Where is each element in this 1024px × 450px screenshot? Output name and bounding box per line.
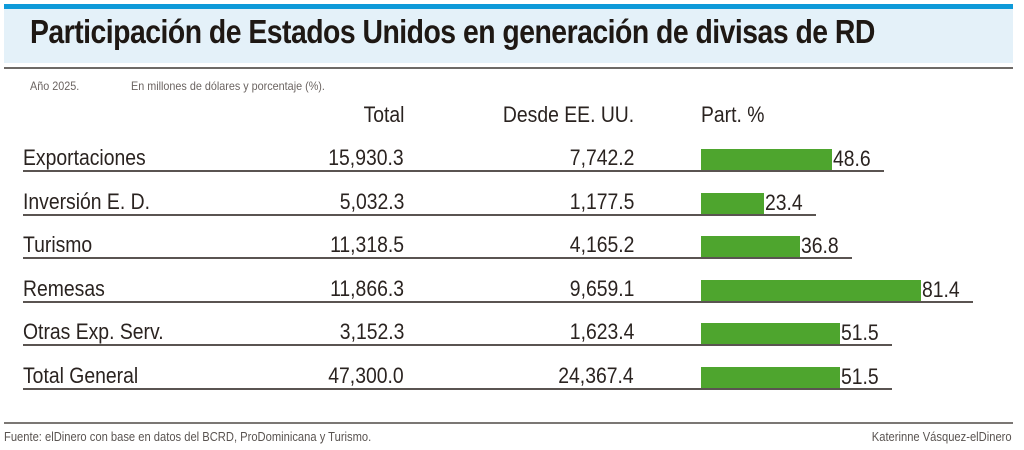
- part-value-label: 23.4: [765, 190, 803, 215]
- row-desde: 4,165.2: [569, 232, 634, 257]
- row-total: 47,300.0: [328, 363, 404, 388]
- subtitle-units: En millones de dólares y porcentaje (%).: [131, 79, 325, 93]
- row-label: Remesas: [23, 276, 105, 301]
- row-label: Exportaciones: [23, 145, 146, 170]
- row-total: 3,152.3: [339, 319, 404, 344]
- chart-title: Participación de Estados Unidos en gener…: [30, 13, 875, 50]
- subtitle-year: Año 2025.: [30, 79, 80, 93]
- column-header-total: Total: [363, 102, 404, 127]
- row-label: Turismo: [23, 232, 93, 257]
- row-underline: [23, 344, 892, 346]
- column-header-part: Part. %: [701, 102, 765, 127]
- header-rule: [4, 67, 1013, 69]
- credit-note: Katerinne Vásquez-elDinero: [872, 429, 1012, 444]
- part-value-label: 48.6: [833, 146, 871, 171]
- part-bar: [701, 193, 764, 215]
- source-note: Fuente: elDinero con base en datos del B…: [4, 429, 372, 444]
- part-bar: [701, 280, 921, 302]
- part-value-label: 51.5: [841, 320, 879, 345]
- row-total: 11,866.3: [330, 276, 404, 301]
- row-desde: 7,742.2: [569, 145, 634, 170]
- part-value-label: 51.5: [841, 364, 879, 389]
- part-bar: [701, 236, 800, 258]
- row-label: Otras Exp. Serv.: [23, 319, 164, 344]
- row-underline: [23, 257, 852, 259]
- row-desde: 9,659.1: [569, 276, 634, 301]
- column-header-desde: Desde EE. UU.: [502, 102, 634, 127]
- top-accent-bar: [4, 4, 1013, 9]
- part-value-label: 81.4: [922, 277, 960, 302]
- part-bar: [701, 323, 840, 345]
- part-bar: [701, 367, 840, 389]
- row-total: 11,318.5: [330, 232, 404, 257]
- row-underline: [23, 214, 816, 216]
- row-underline: [23, 301, 973, 303]
- row-label: Inversión E. D.: [23, 189, 150, 214]
- part-value-label: 36.8: [801, 233, 839, 258]
- row-desde: 1,177.5: [569, 189, 634, 214]
- row-total: 15,930.3: [328, 145, 404, 170]
- footer-rule: [4, 422, 1013, 424]
- row-total: 5,032.3: [339, 189, 404, 214]
- row-label: Total General: [23, 363, 139, 388]
- row-desde: 24,367.4: [558, 363, 634, 388]
- title-band: [4, 9, 1013, 63]
- row-underline: [23, 170, 884, 172]
- row-underline: [23, 388, 892, 390]
- row-desde: 1,623.4: [569, 319, 634, 344]
- part-bar: [701, 149, 832, 171]
